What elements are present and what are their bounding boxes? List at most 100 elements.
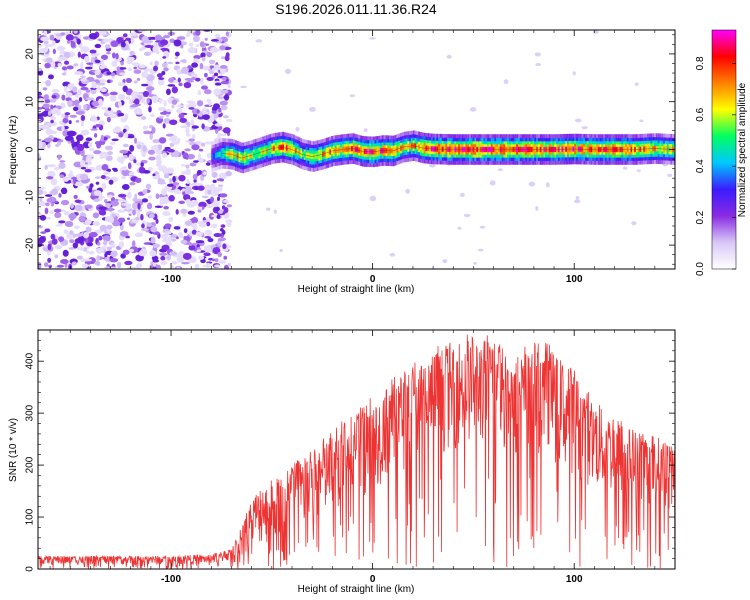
noise-speckle <box>88 250 95 255</box>
noise-speckle <box>155 218 159 224</box>
snr-panel: -100 0 100 0 100 200 300 400 Height of straigh… <box>8 329 676 595</box>
noise-speckle <box>180 43 184 49</box>
noise-speckle <box>225 31 229 37</box>
noise-speckle <box>197 157 205 163</box>
signal-cell <box>233 152 236 158</box>
noise-speckle <box>110 40 119 48</box>
x-tick-label: -100 <box>161 574 181 585</box>
noise-speckle <box>43 40 49 44</box>
noise-speckle <box>163 173 170 179</box>
noise-speckle <box>119 231 129 237</box>
noise-speckle <box>133 98 140 105</box>
noise-speckle <box>118 132 124 138</box>
noise-speckle <box>69 230 74 235</box>
noise-speckle <box>201 123 205 130</box>
noise-speckle <box>55 143 60 148</box>
noise-speckle <box>123 154 128 159</box>
noise-speckle <box>163 205 169 210</box>
noise-speckle <box>190 119 195 126</box>
noise-speckle <box>174 51 180 57</box>
noise-speckle <box>140 162 144 167</box>
noise-speckle <box>369 37 376 40</box>
noise-speckle <box>65 92 73 98</box>
noise-speckle <box>89 183 94 188</box>
noise-speckle <box>66 130 76 137</box>
noise-speckle <box>162 56 167 59</box>
noise-speckle <box>104 199 108 203</box>
noise-speckle <box>142 90 150 98</box>
noise-speckle <box>146 74 155 82</box>
noise-speckle <box>113 111 117 115</box>
noise-speckle <box>631 221 637 226</box>
noise-speckle <box>214 123 222 127</box>
noise-speckle <box>186 100 196 104</box>
noise-speckle <box>171 140 180 145</box>
noise-speckle <box>473 261 477 265</box>
noise-speckle <box>218 172 227 180</box>
noise-speckle <box>284 68 292 74</box>
colorbar-tick-label: 0.4 <box>695 159 706 173</box>
noise-speckle <box>179 125 188 129</box>
noise-speckle <box>90 116 98 122</box>
noise-speckle <box>181 67 185 74</box>
noise-speckle <box>210 183 215 187</box>
noise-speckle <box>39 214 47 221</box>
noise-speckle <box>106 71 112 75</box>
noise-speckle <box>45 202 50 207</box>
noise-speckle <box>43 30 48 37</box>
noise-speckle <box>83 55 90 63</box>
noise-speckle <box>70 139 75 144</box>
noise-speckle <box>73 194 78 200</box>
noise-speckle <box>477 248 484 252</box>
noise-speckle <box>73 225 80 230</box>
noise-speckle <box>138 64 146 69</box>
noise-speckle <box>442 259 448 264</box>
noise-speckle <box>143 130 152 135</box>
noise-speckle <box>199 77 204 85</box>
noise-speckle <box>110 250 118 258</box>
noise-speckle <box>193 58 200 64</box>
noise-speckle <box>222 127 231 134</box>
noise-speckle <box>97 241 101 246</box>
noise-speckle <box>193 178 197 183</box>
noise-speckle <box>77 51 81 58</box>
snr-y-ticks: 0 100 200 300 400 <box>25 329 675 572</box>
noise-speckle <box>134 232 144 238</box>
noise-speckle <box>223 264 230 269</box>
noise-speckle <box>39 196 43 202</box>
signal-cell <box>256 150 259 157</box>
noise-speckle <box>75 110 85 115</box>
noise-speckle <box>120 61 124 66</box>
noise-speckle <box>309 106 316 112</box>
noise-speckle <box>203 245 208 252</box>
noise-speckle <box>191 144 200 151</box>
noise-speckle <box>60 258 69 264</box>
noise-speckle <box>70 41 76 48</box>
noise-speckle <box>169 119 178 126</box>
noise-speckle <box>175 61 180 65</box>
noise-speckle <box>143 51 151 57</box>
signal-cell <box>220 151 223 157</box>
noise-speckle <box>51 188 58 196</box>
noise-speckle <box>162 211 171 217</box>
noise-speckle <box>219 227 224 232</box>
noise-speckle <box>163 67 169 72</box>
noise-speckle <box>159 199 164 207</box>
noise-speckle <box>116 156 125 163</box>
noise-speckle <box>184 148 191 152</box>
noise-speckle <box>534 52 541 57</box>
signal-cell <box>216 152 219 158</box>
noise-speckle <box>196 140 202 146</box>
noise-speckle <box>79 159 85 166</box>
noise-speckle <box>102 240 108 246</box>
noise-speckle <box>103 171 110 175</box>
noise-speckle <box>219 45 226 50</box>
noise-speckle <box>107 194 113 199</box>
noise-speckle <box>78 215 86 223</box>
noise-speckle <box>106 51 111 55</box>
noise-speckle <box>149 133 153 140</box>
noise-speckle <box>151 255 159 261</box>
noise-speckle <box>80 119 85 127</box>
noise-speckle <box>214 128 219 134</box>
